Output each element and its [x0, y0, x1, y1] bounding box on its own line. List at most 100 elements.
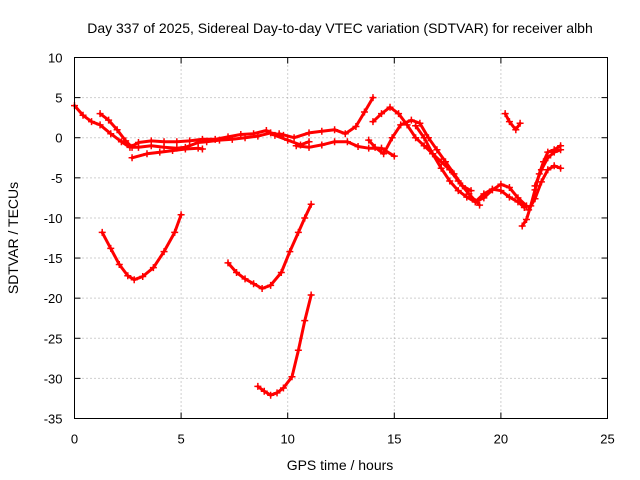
- series-line: [371, 105, 482, 207]
- data-point: [279, 384, 287, 392]
- y-tick-label: 0: [55, 131, 62, 146]
- series-line: [256, 293, 313, 397]
- data-point: [267, 391, 275, 399]
- data-point: [497, 187, 505, 195]
- data-point: [177, 211, 185, 219]
- data-point: [181, 145, 189, 153]
- data-point: [286, 248, 294, 256]
- y-tick-label: -20: [44, 291, 63, 306]
- data-point: [522, 216, 530, 224]
- data-point: [277, 268, 285, 276]
- x-tick-label: 15: [387, 432, 401, 447]
- data-point: [267, 129, 275, 137]
- data-point: [117, 138, 125, 146]
- data-point: [441, 158, 449, 166]
- x-tick-label: 10: [280, 432, 294, 447]
- data-point: [134, 143, 142, 151]
- series-line: [98, 112, 285, 150]
- data-point: [407, 116, 415, 124]
- data-point: [301, 214, 309, 222]
- data-series-arc-15: [525, 162, 565, 214]
- data-point: [250, 280, 258, 288]
- data-point: [79, 111, 87, 119]
- data-point: [463, 193, 471, 201]
- data-point: [429, 150, 437, 158]
- data-point: [88, 118, 96, 126]
- x-tick-label: 5: [177, 432, 184, 447]
- data-point: [520, 204, 528, 212]
- data-point: [307, 200, 315, 208]
- data-point: [480, 190, 488, 198]
- data-point: [228, 135, 236, 143]
- data-point: [512, 126, 520, 134]
- data-point: [301, 317, 309, 325]
- data-point: [412, 134, 420, 142]
- data-series-arc-10: [365, 116, 475, 195]
- chart-title: Day 337 of 2025, Sidereal Day-to-day VTE…: [87, 20, 593, 36]
- data-point: [331, 126, 339, 134]
- data-point: [292, 142, 300, 150]
- data-series-arc-12: [471, 185, 528, 212]
- data-point: [497, 180, 505, 188]
- y-axis-ticks: 10 5 0 -5 -10 -15 -20 -25 -30 -35: [44, 51, 608, 427]
- data-point: [454, 187, 462, 195]
- data-point: [488, 185, 496, 193]
- series-line: [130, 146, 204, 160]
- data-point: [388, 134, 396, 142]
- data-point: [173, 138, 181, 146]
- data-point: [369, 94, 377, 102]
- data-point: [203, 138, 211, 146]
- data-series-arc-11: [412, 122, 530, 210]
- data-point: [450, 170, 458, 178]
- data-series-arc-5: [224, 200, 315, 293]
- data-point: [354, 143, 362, 151]
- data-point: [307, 291, 315, 299]
- data-point: [505, 118, 513, 126]
- data-point: [365, 144, 373, 152]
- data-point: [467, 187, 475, 195]
- y-tick-label: -30: [44, 371, 63, 386]
- data-point: [254, 132, 262, 140]
- y-tick-label: 5: [55, 91, 62, 106]
- data-point: [531, 195, 539, 203]
- data-point: [390, 152, 398, 160]
- data-point: [331, 138, 339, 146]
- y-tick-label: -5: [51, 171, 63, 186]
- data-point: [233, 268, 241, 276]
- data-point: [420, 134, 428, 142]
- data-point: [378, 110, 386, 118]
- x-axis-label: GPS time / hours: [287, 457, 394, 473]
- data-point: [122, 137, 130, 145]
- data-point: [260, 387, 268, 395]
- data-point: [360, 108, 368, 116]
- y-tick-label: -35: [44, 412, 63, 427]
- data-point: [318, 141, 326, 149]
- data-point: [371, 143, 379, 151]
- data-point: [107, 244, 115, 252]
- data-point: [241, 275, 249, 283]
- data-point: [194, 144, 202, 152]
- data-point: [290, 134, 298, 142]
- data-point: [518, 222, 526, 230]
- data-point: [397, 121, 405, 129]
- plot-frame: [74, 57, 608, 419]
- data-series-arc-4: [98, 211, 185, 284]
- y-axis-label: SDTVAR / TECUs: [5, 182, 21, 294]
- data-point: [105, 116, 113, 124]
- data-point: [343, 138, 351, 146]
- data-point: [130, 276, 138, 284]
- data-point: [537, 178, 545, 186]
- data-point: [124, 272, 132, 280]
- data-point: [514, 198, 522, 206]
- series-line: [503, 112, 522, 132]
- data-series-arc-2: [96, 110, 287, 152]
- series-line: [527, 164, 563, 212]
- data-point: [98, 228, 106, 236]
- data-point: [433, 146, 441, 154]
- data-point: [160, 143, 168, 151]
- data-point: [241, 134, 249, 142]
- data-point: [294, 228, 302, 236]
- data-point: [341, 130, 349, 138]
- data-point: [516, 119, 524, 127]
- data-point: [96, 121, 104, 129]
